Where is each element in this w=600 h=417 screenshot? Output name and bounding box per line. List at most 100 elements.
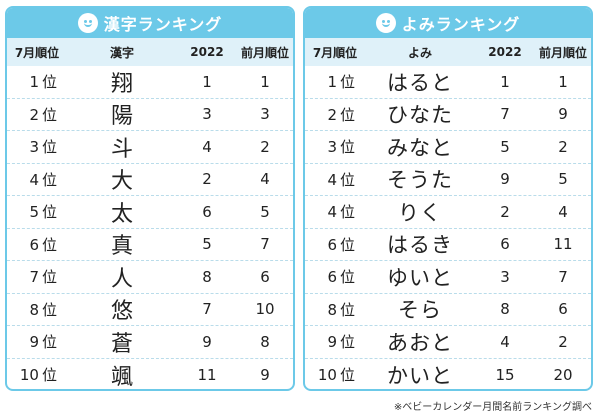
rank-unit: 位	[41, 203, 57, 222]
name-cell: 太	[110, 201, 133, 227]
header-name: 漢字	[109, 45, 134, 60]
table-row: 1 位はると 1 1	[305, 66, 591, 99]
year-rank-cell: 2	[202, 170, 212, 189]
source-footnote: ※ベビーカレンダー月間名前ランキング調べ	[393, 402, 592, 413]
rank-unit: 位	[41, 170, 57, 189]
header-rank: 7月順位	[14, 45, 60, 60]
year-rank-cell: 11	[197, 365, 217, 384]
name-cell: 斗	[110, 136, 133, 162]
rank-number: 10	[19, 366, 39, 385]
prev-rank-cell: 3	[260, 105, 270, 124]
prev-rank-cell: 1	[558, 72, 568, 91]
name-cell: かいと	[387, 363, 453, 388]
rank-number: 7	[29, 268, 39, 287]
prev-rank-cell: 4	[558, 202, 568, 221]
name-cell: あおと	[387, 330, 453, 355]
year-rank-cell: 7	[500, 105, 510, 124]
rank-number: 2	[29, 105, 39, 124]
yomi-ranking-panel: よみランキング 7月順位 よみ 2022 前月順位 1 位はると 1 1 2 位ひなた 7 9…	[303, 6, 593, 391]
prev-rank-cell: 8	[260, 332, 270, 351]
rank-number: 8	[327, 300, 337, 319]
smiley-face-icon	[77, 13, 98, 33]
rank-unit: 位	[339, 268, 355, 287]
name-cell: はるき	[387, 233, 453, 258]
header-prev: 前月順位	[538, 45, 587, 60]
rank-unit: 位	[41, 105, 57, 124]
prev-rank-cell: 2	[558, 137, 568, 156]
rank-number: 8	[29, 300, 39, 319]
table-row: 10 位 かいと 15 20	[305, 359, 591, 390]
rank-unit: 位	[339, 138, 355, 157]
rank-unit: 位	[339, 333, 355, 352]
header-year: 2022	[488, 45, 522, 59]
year-rank-cell: 15	[495, 365, 515, 384]
year-rank-cell: 3	[202, 105, 212, 124]
table-row: 10 位 颯 11 9	[7, 359, 293, 389]
rank-cell: 10 位	[305, 364, 365, 385]
yomi-rows: 1 位はると 1 1 2 位ひなた 7 9 3 位みなと 5 2 4 位そうた 9 5 4 位りく 2 4 6 位はるき 6…	[305, 66, 591, 390]
name-cell: 翔	[110, 71, 133, 97]
rank-number: 6	[327, 235, 337, 254]
prev-rank-cell: 10	[255, 300, 275, 319]
year-rank-cell: 8	[202, 267, 212, 286]
kanji-panel-title: 漢字ランキング	[103, 15, 223, 34]
rank-number: 2	[327, 105, 337, 124]
rank-number: 6	[327, 268, 337, 287]
rank-number: 4	[327, 203, 337, 222]
rank-number: 10	[317, 366, 337, 385]
table-row: 6 位 ゆいと 3 7	[305, 261, 591, 294]
table-row: 6 位はるき 6 11	[305, 229, 591, 261]
rank-unit: 位	[339, 105, 355, 124]
year-rank-cell: 7	[202, 300, 212, 319]
header-name: よみ	[407, 45, 432, 60]
prev-rank-cell: 2	[558, 332, 568, 351]
table-row: 9 位 あおと 4 2	[305, 326, 591, 359]
year-rank-cell: 4	[202, 137, 212, 156]
rank-unit: 位	[41, 73, 57, 92]
prev-rank-cell: 5	[558, 170, 568, 189]
header-year: 2022	[190, 45, 224, 59]
rank-unit: 位	[41, 366, 57, 385]
yomi-panel-title: よみランキング	[401, 15, 521, 34]
rank-unit: 位	[41, 138, 57, 157]
year-rank-cell: 6	[500, 235, 510, 254]
table-row: 4 位りく 2 4	[305, 196, 591, 229]
name-cell: そら	[398, 298, 442, 323]
name-cell: ゆいと	[387, 265, 453, 290]
rank-unit: 位	[339, 170, 355, 189]
prev-rank-cell: 6	[558, 300, 568, 319]
prev-rank-cell: 20	[553, 365, 573, 384]
year-rank-cell: 9	[202, 332, 212, 351]
year-rank-cell: 9	[500, 170, 510, 189]
rank-number: 5	[29, 203, 39, 222]
year-rank-cell: 1	[202, 72, 212, 91]
name-cell: 大	[110, 169, 133, 195]
year-rank-cell: 5	[500, 137, 510, 156]
table-row: 4 位 そうた 9 5	[305, 164, 591, 196]
prev-rank-cell: 7	[558, 267, 568, 286]
rank-unit: 位	[339, 235, 355, 254]
table-row: 3 位 みなと 5 2	[305, 131, 591, 164]
table-row: 8 位 そら 8 6	[305, 294, 591, 326]
prev-rank-cell: 5	[260, 202, 270, 221]
year-rank-cell: 2	[500, 202, 510, 221]
